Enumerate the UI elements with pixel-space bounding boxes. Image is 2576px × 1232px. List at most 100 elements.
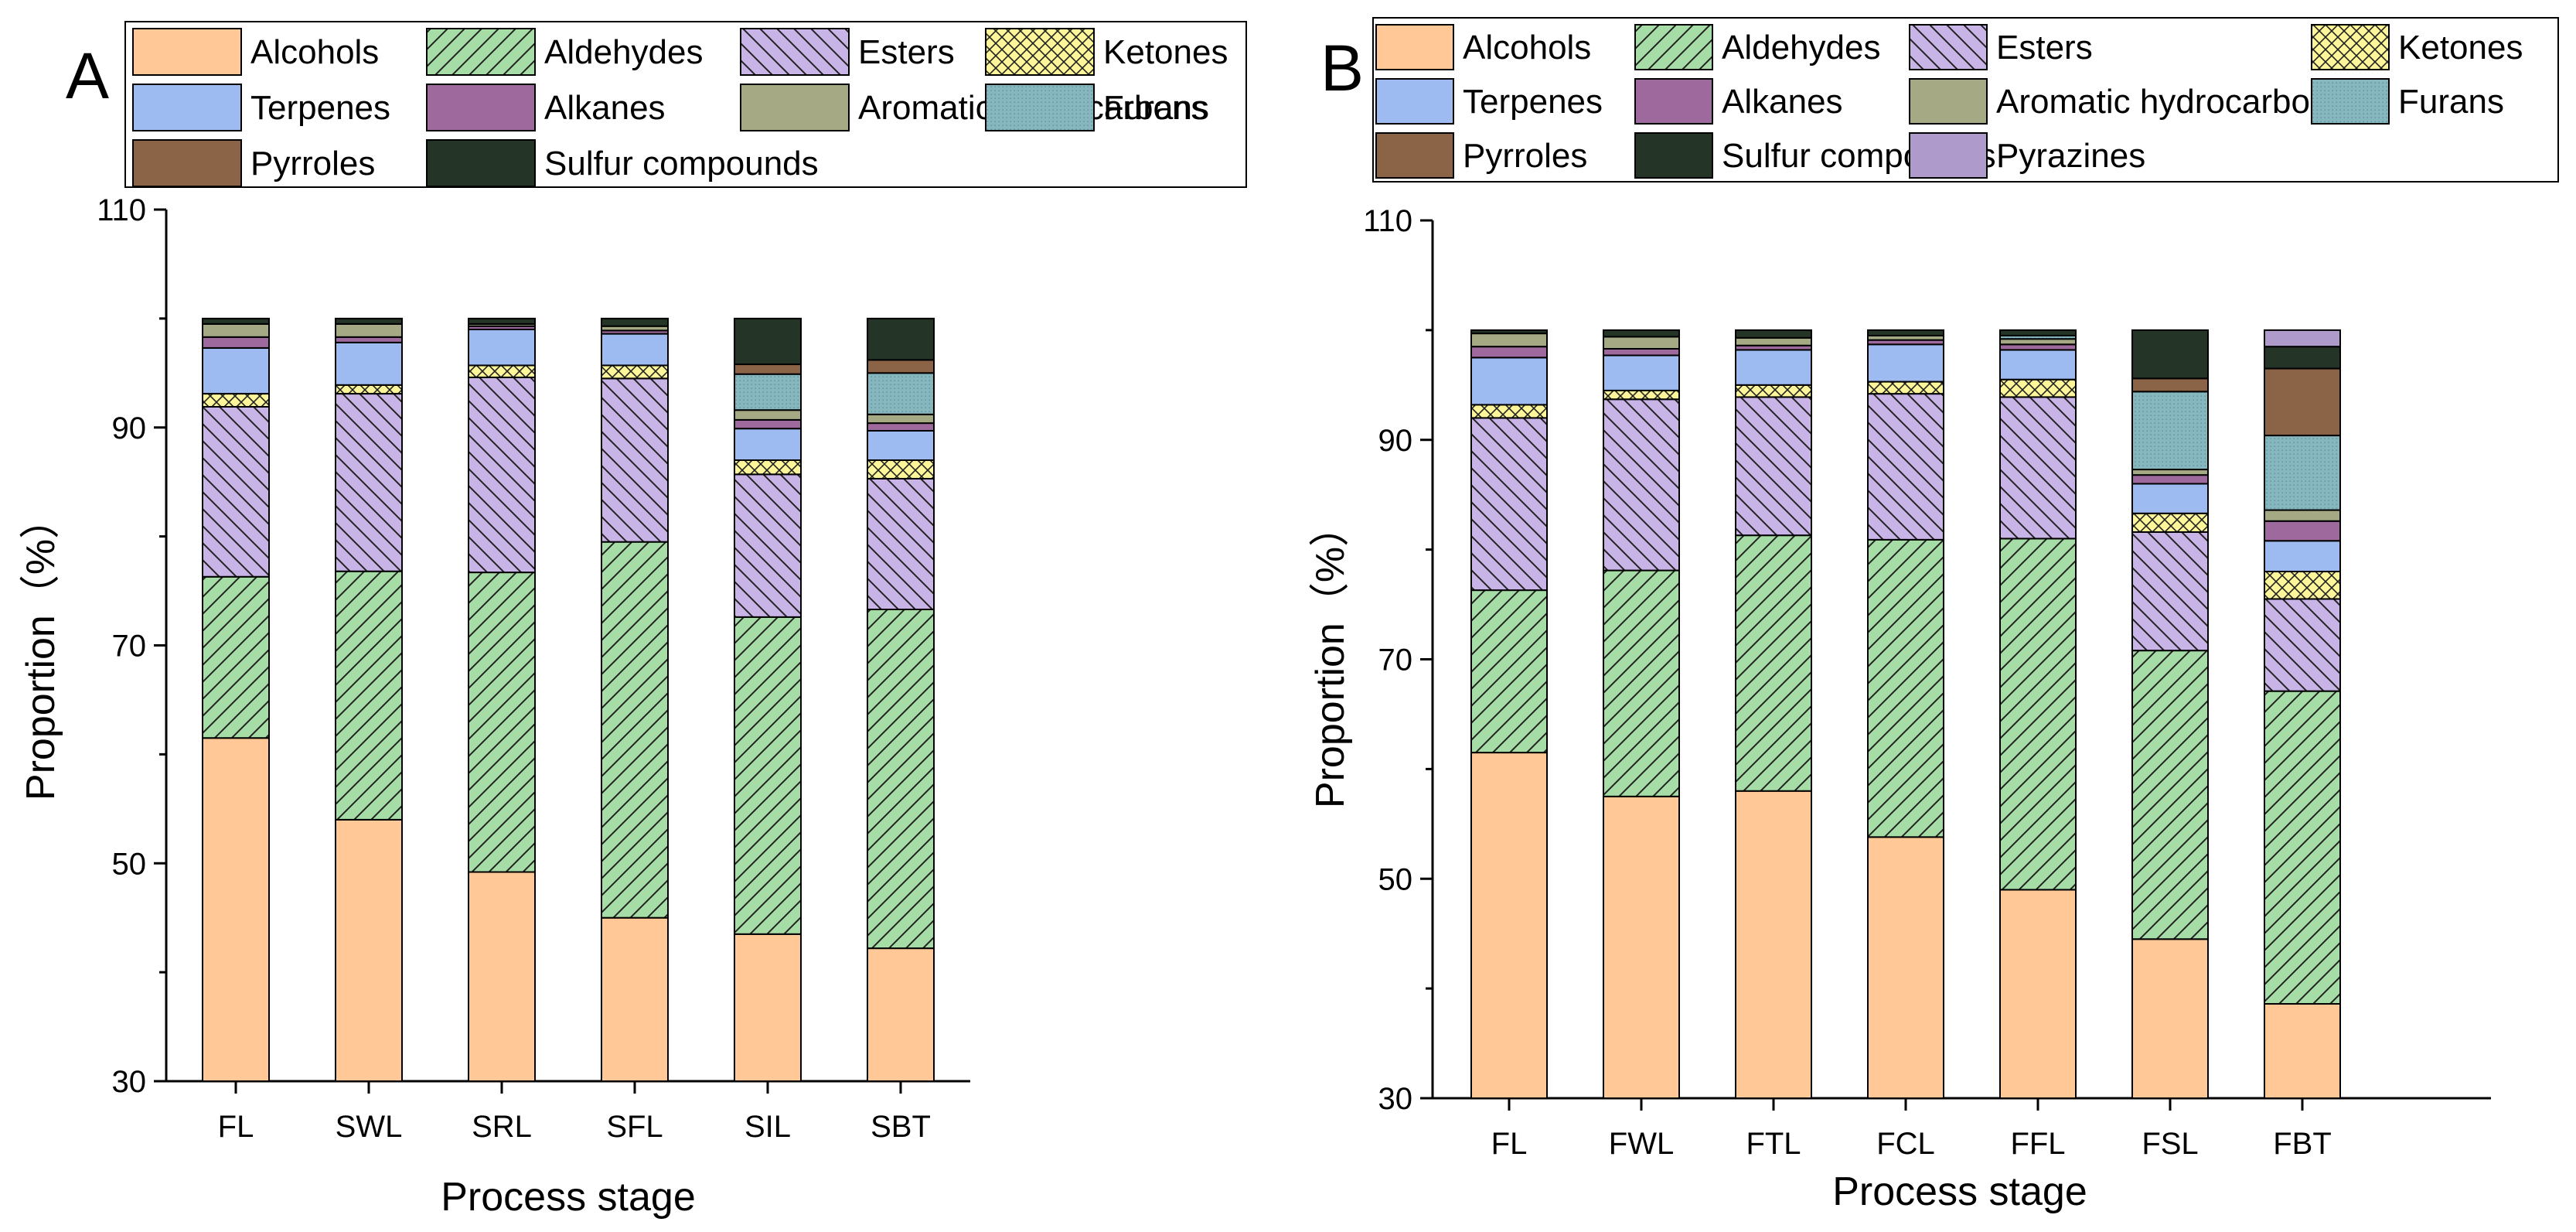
bar-srl-alkanes-fill: [469, 326, 535, 329]
bar-swl-alcohols: [335, 818, 403, 1083]
bar-sbt-aromatic-hydrocarbons: [867, 413, 935, 425]
legend-item-furans: Furans: [2311, 78, 2504, 125]
bar-fbt-alkanes-fill: [2264, 520, 2340, 541]
x-tick-label-sfl: SFL: [606, 1110, 663, 1144]
legend-item-alkanes: Alkanes: [426, 84, 666, 131]
bar-sfl-alcohols-fill: [601, 917, 668, 1081]
bar-fsl-aromatic-hydrocarbons-fill: [2132, 469, 2208, 476]
legend-label-terpenes: Terpenes: [1463, 83, 1603, 121]
bar-sfl-aldehydes: [601, 541, 669, 919]
bar-swl-alkanes: [335, 336, 403, 343]
legend-item-alkanes: Alkanes: [1634, 78, 1843, 125]
bar-fbt-esters: [2264, 598, 2341, 692]
bar-fwl-sulfur-compounds-outline: [1603, 329, 1680, 338]
bar-fsl-terpenes-fill: [2132, 483, 2208, 514]
bar-ftl-alcohols: [1735, 790, 1812, 1099]
bar-fl-sulfur-compounds: [202, 317, 270, 325]
legend-label-pyrroles: Pyrroles: [250, 145, 375, 183]
bar-sfl-esters: [601, 377, 669, 543]
legend-swatch-hatch-furans: [2312, 79, 2389, 124]
bar-stack-sbt: [867, 317, 935, 1082]
bar-sbt-sulfur-compounds-outline: [867, 317, 935, 361]
bar-fsl-esters: [2131, 531, 2209, 652]
bar-sbt-ketones: [867, 459, 935, 479]
bar-ffl-sulfur-compounds: [1999, 329, 2077, 336]
legend-item-sulfur-compounds: Sulfur compounds: [426, 139, 819, 187]
legend-swatch-alcohols: [1376, 25, 1453, 70]
bar-ftl-sulfur-compounds-fill: [1736, 329, 1811, 338]
bar-ffl-alcohols-fill: [2000, 889, 2076, 1098]
bar-sil-aldehydes: [734, 616, 802, 935]
bar-fcl-aldehydes: [1867, 538, 1944, 838]
bar-fsl-alcohols-fill: [2132, 939, 2208, 1098]
bar-swl-ketones: [335, 384, 403, 395]
bar-swl-terpenes-fill: [336, 342, 402, 385]
plot-area-a: 30 50 70 90 110 FL SWL SRL SFL SIL SBT: [97, 193, 970, 1144]
bar-fbt-aromatic-hydrocarbons-fill: [2264, 510, 2340, 521]
bar-srl-sulfur-compounds: [468, 317, 536, 325]
bar-sbt-alkanes: [867, 422, 935, 432]
bar-srl-esters-hatch: [469, 377, 535, 573]
bar-swl-aldehydes: [335, 570, 403, 821]
y-axis-title-b: Proportion（%）: [1308, 507, 1353, 808]
bar-ffl-alkanes-fill: [2000, 344, 2076, 350]
bar-sil-pyrroles: [734, 363, 802, 375]
bar-fbt-aromatic-hydrocarbons: [2264, 509, 2341, 522]
x-tick-label-fsl: FSL: [2142, 1127, 2198, 1161]
y-tick-label-b: 90: [1378, 424, 1413, 458]
bar-fcl-aldehydes-hatch: [1868, 539, 1944, 838]
bar-fwl-aldehydes: [1603, 569, 1680, 797]
bar-fcl-alcohols: [1867, 836, 1944, 1100]
bar-sfl-aromatic-hydrocarbons-fill: [601, 326, 668, 331]
bar-fwl-alkanes: [1603, 347, 1680, 357]
bar-fl-ketones: [1470, 404, 1548, 419]
bar-sbt-alcohols: [867, 947, 935, 1082]
legend-label-furans: Furans: [2398, 83, 2504, 121]
legend-label-esters: Esters: [1996, 29, 2093, 67]
bar-ftl-esters-hatch: [1736, 397, 1811, 536]
bar-fl-sulfur-compounds-fill: [203, 318, 269, 324]
x-tick-label-ftl: FTL: [1746, 1127, 1801, 1161]
bar-ftl-aldehydes: [1735, 534, 1812, 792]
bar-fcl-alcohols-fill: [1868, 837, 1944, 1098]
legend-swatch-outline-terpenes: [1375, 78, 1454, 125]
bar-fsl-terpenes: [2131, 483, 2209, 514]
bar-srl-aromatic-hydrocarbons-fill: [469, 323, 535, 326]
bar-stack-fwl: [1603, 329, 1680, 1099]
bar-fcl-terpenes: [1867, 343, 1944, 383]
panel-label-a: A: [66, 39, 109, 112]
bar-fsl-pyrroles-fill: [2132, 378, 2208, 392]
legend-label-terpenes: Terpenes: [250, 89, 390, 127]
legend-swatch-hatch-esters: [741, 29, 849, 75]
legend-item-aldehydes: Aldehydes: [426, 28, 703, 76]
x-tick-label-sil: SIL: [745, 1110, 791, 1144]
bar-fsl-pyrroles: [2131, 377, 2209, 393]
legend-swatch-alkanes: [427, 84, 535, 131]
bar-sbt-pyrroles: [867, 359, 935, 374]
legend-label-pyrroles: Pyrroles: [1463, 137, 1587, 175]
bar-srl-ketones-hatch: [469, 365, 535, 377]
legend-swatch-terpenes: [1376, 79, 1453, 124]
bar-fbt-ketones: [2264, 571, 2341, 600]
bar-fwl-terpenes: [1603, 354, 1680, 391]
bar-ffl-sulfur-compounds-outline: [1999, 329, 2077, 336]
bar-sbt-furans-hatch: [867, 373, 934, 415]
legend-swatch-outline-furans: [985, 84, 1095, 131]
bar-sbt-aldehydes-hatch: [867, 609, 934, 949]
x-tick-label-fcl: FCL: [1876, 1127, 1935, 1161]
bar-fwl-esters: [1603, 398, 1680, 572]
x-tick-label-srl: SRL: [472, 1110, 532, 1144]
bar-fsl-alkanes: [2131, 474, 2209, 485]
bar-sfl-esters-hatch: [601, 378, 668, 542]
legend-swatch-outline-alkanes: [1634, 78, 1713, 125]
bar-fwl-sulfur-compounds: [1603, 329, 1680, 338]
bar-stack-fl: [202, 317, 270, 1083]
bar-swl-sulfur-compounds-outline: [335, 317, 403, 325]
bar-stack-swl: [335, 317, 403, 1083]
bar-stack-fl: [1470, 329, 1548, 1099]
bar-sil-alkanes: [734, 418, 802, 430]
bar-fl-alcohols: [1470, 752, 1548, 1099]
bar-fbt-sulfur-compounds: [2264, 346, 2341, 370]
bar-fwl-aldehydes-hatch: [1603, 570, 1679, 797]
bar-sbt-esters: [867, 477, 935, 611]
